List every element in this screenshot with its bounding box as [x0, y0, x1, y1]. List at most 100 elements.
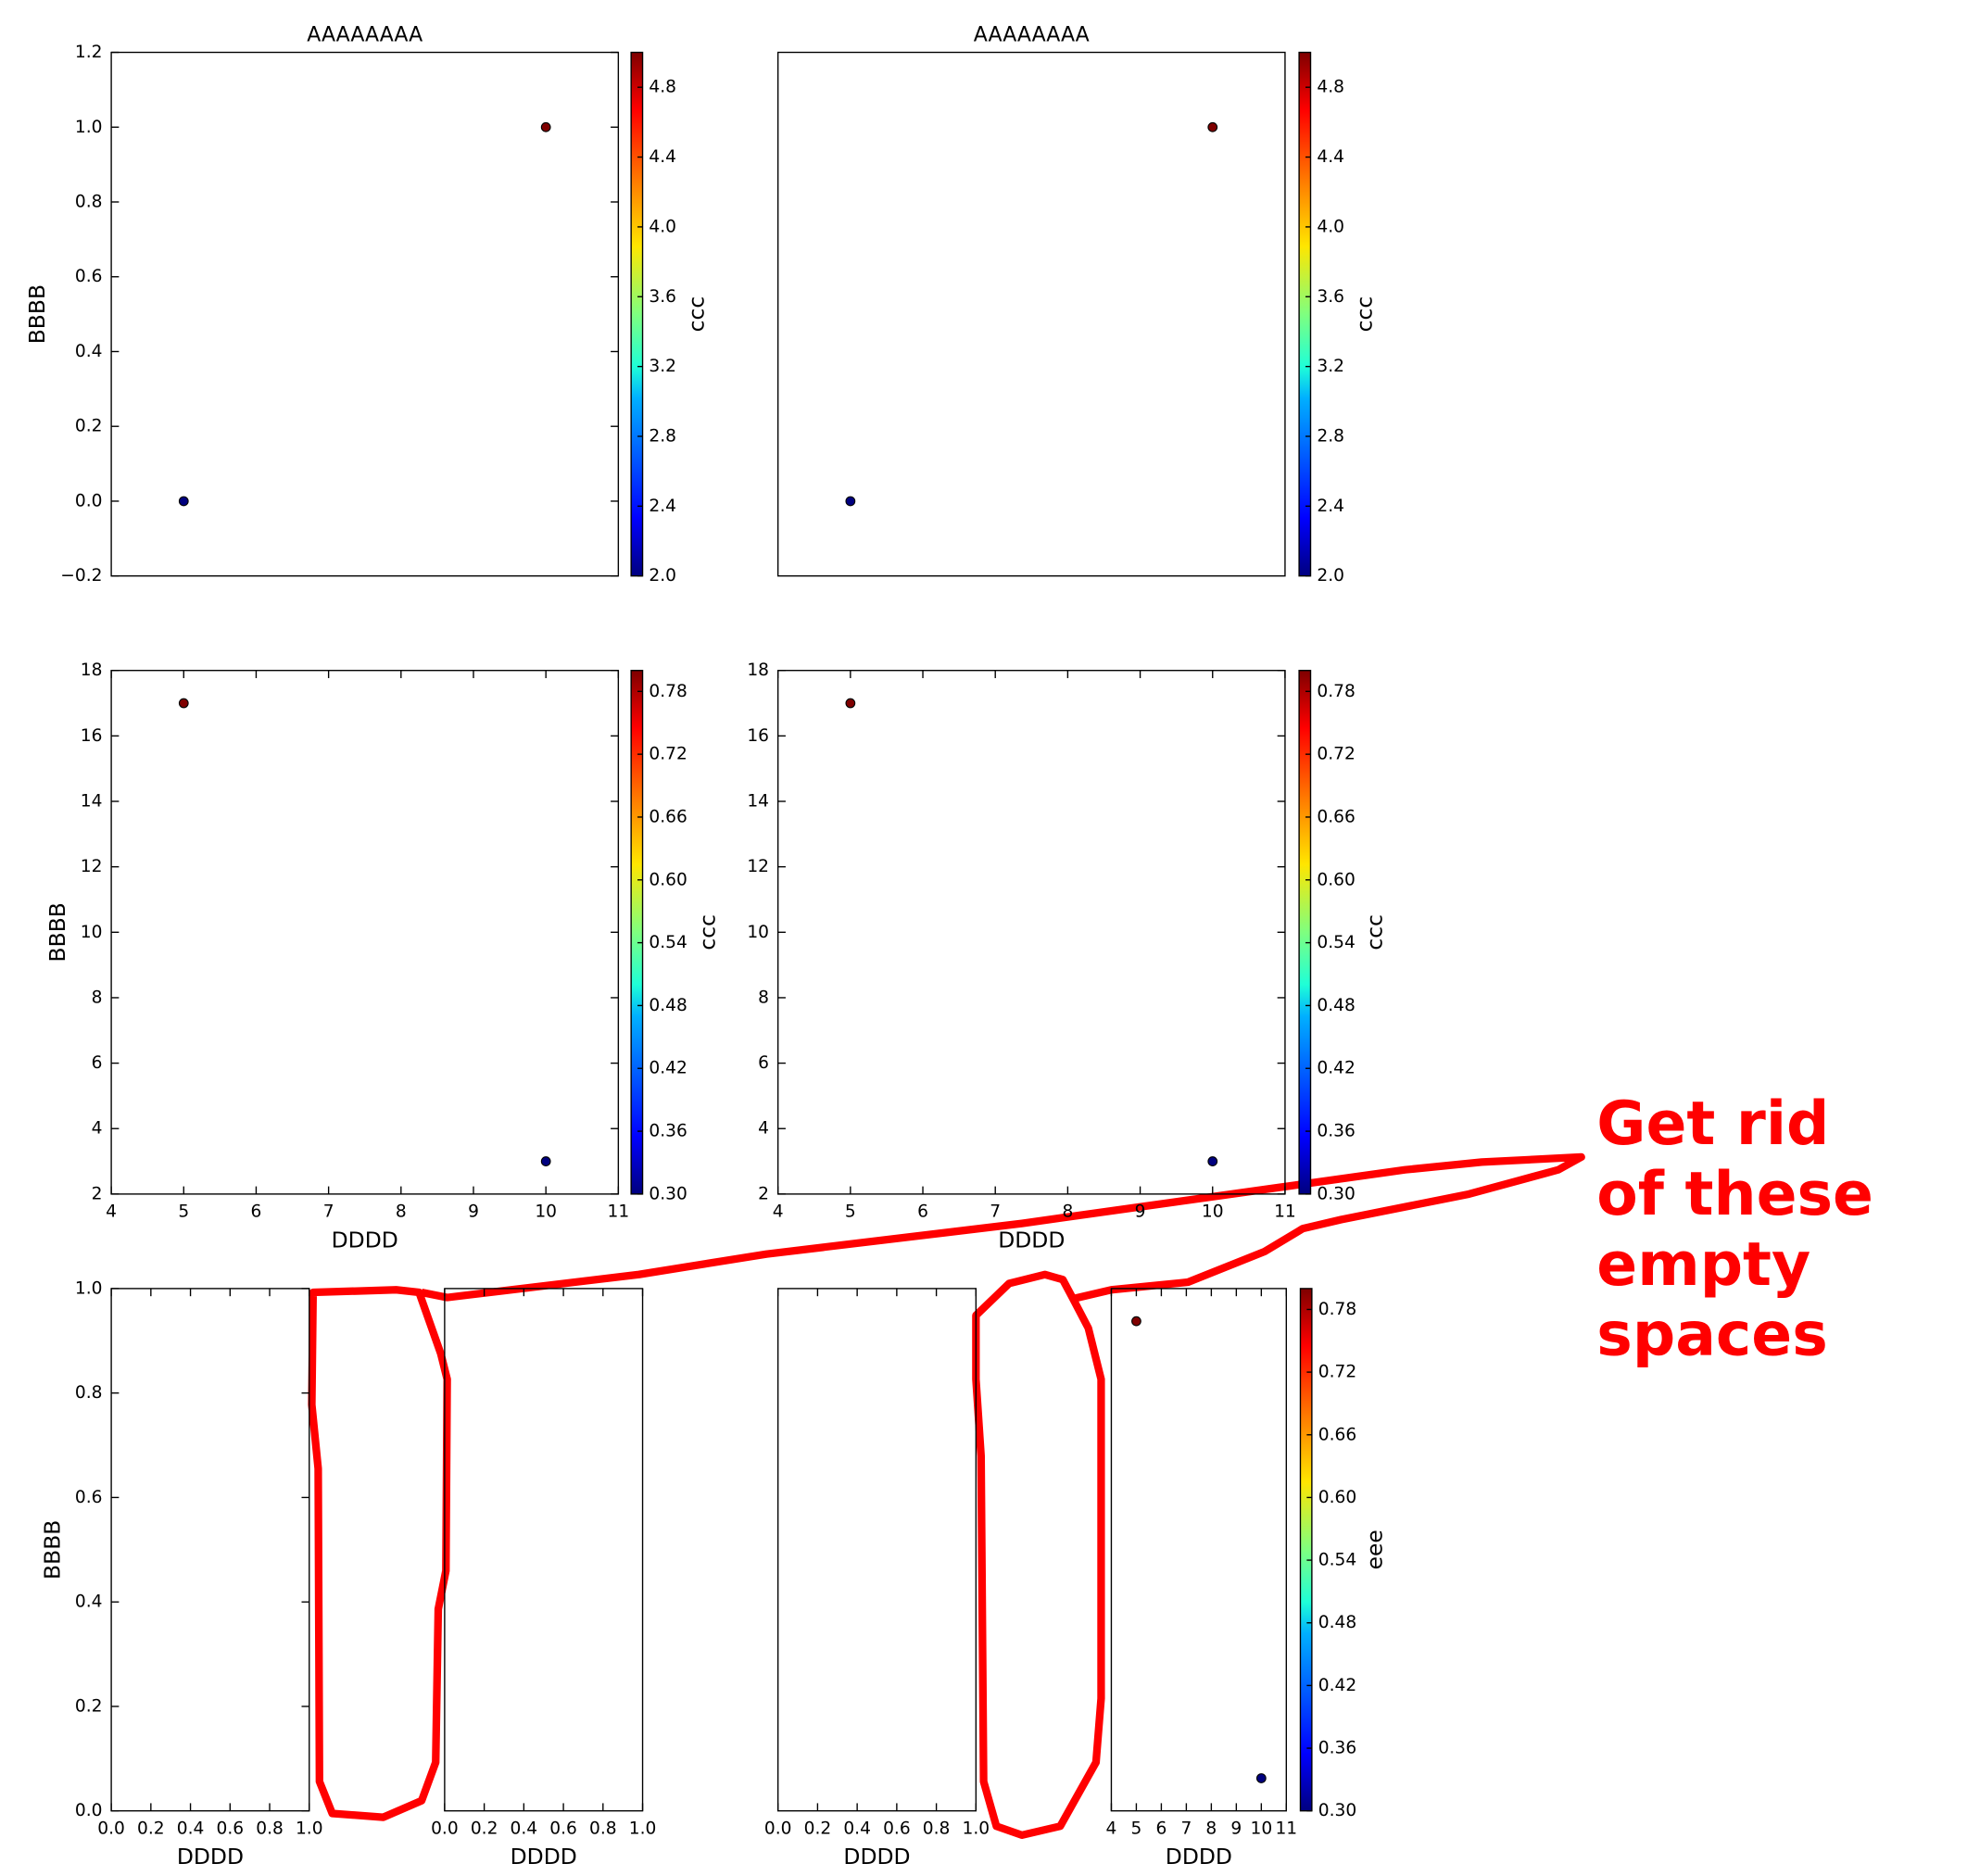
x-tick-label: 0.8	[589, 1819, 617, 1838]
x-tick-label: 6	[251, 1202, 262, 1222]
x-tick-label: 4	[1106, 1819, 1117, 1838]
y-tick-label: 10	[747, 923, 769, 942]
x-tick-label: 4	[773, 1202, 784, 1222]
x-tick-label: 0.2	[137, 1819, 165, 1838]
scribble	[308, 1152, 1585, 1840]
colorbar-tick-label: 0.36	[1318, 1739, 1356, 1758]
x-tick-label: 0.2	[804, 1819, 832, 1838]
colorbar-tick-label: 4.8	[1317, 78, 1344, 97]
colorbar-tick-label: 4.4	[649, 147, 676, 167]
colorbar-tick-label: 2.8	[1317, 426, 1344, 446]
y-tick-label: 0.4	[75, 1593, 103, 1612]
point	[178, 496, 189, 507]
colorbar-tick-label: 0.30	[649, 1184, 687, 1203]
x-tick-label: 1.0	[629, 1819, 657, 1838]
colorbar-tick-label: 0.54	[1317, 933, 1355, 952]
y-tick-label: 16	[747, 726, 769, 746]
colorbar	[1298, 670, 1312, 1195]
annotation: of these	[1596, 1160, 1873, 1229]
colorbar-tick-label: 0.48	[649, 996, 687, 1015]
axes-frame	[444, 1288, 644, 1812]
x-tick-label: 5	[845, 1202, 856, 1222]
x-tick-label: 0.2	[471, 1819, 498, 1838]
x-tick-label: 0.4	[177, 1819, 205, 1838]
axes-frame	[776, 51, 1286, 577]
colorbar-tick-label: 0.66	[649, 807, 687, 826]
x-tick-label: 10	[1250, 1819, 1272, 1838]
colorbar-tick-label: 3.6	[649, 287, 676, 307]
colorbar	[1298, 51, 1312, 577]
x-axis-label: DDDD	[998, 1227, 1065, 1253]
colorbar-tick-label: 0.78	[649, 682, 687, 701]
x-tick-label: 7	[990, 1202, 1001, 1222]
colorbar-tick-label: 0.54	[649, 933, 687, 952]
y-tick-label: 12	[81, 857, 103, 876]
x-tick-label: 6	[1155, 1819, 1167, 1838]
axes-title: AAAAAAAA	[307, 24, 422, 47]
y-tick-label: 1.0	[75, 1278, 103, 1298]
colorbar-tick-label: 4.0	[649, 217, 676, 236]
y-tick-label: 18	[81, 661, 103, 680]
annotation: empty	[1596, 1230, 1810, 1300]
x-tick-label: 10	[1202, 1202, 1224, 1222]
y-tick-label: 8	[92, 988, 103, 1007]
colorbar	[630, 670, 644, 1195]
colorbar-tick-label: 4.4	[1317, 147, 1344, 167]
x-tick-label: 5	[178, 1202, 189, 1222]
point	[1255, 1773, 1267, 1783]
x-tick-label: 6	[917, 1202, 928, 1222]
colorbar-tick-label: 0.42	[649, 1059, 687, 1078]
y-tick-label: 10	[81, 923, 103, 942]
y-axis-label: BBBB	[40, 1520, 66, 1580]
axes-frame	[110, 51, 620, 577]
colorbar-tick-label: 0.36	[1317, 1122, 1355, 1141]
colorbar-tick-label: 0.48	[1318, 1613, 1356, 1632]
x-tick-label: 11	[1275, 1819, 1297, 1838]
x-tick-label: 0.6	[549, 1819, 577, 1838]
x-tick-label: 8	[1062, 1202, 1073, 1222]
colorbar-tick-label: 0.42	[1317, 1059, 1355, 1078]
colorbar-tick-label: 2.0	[649, 566, 676, 585]
point	[845, 496, 856, 507]
annotation: Get rid	[1596, 1089, 1829, 1159]
axes-frame	[110, 670, 620, 1195]
x-tick-label: 4	[106, 1202, 117, 1222]
colorbar-tick-label: 2.0	[1317, 566, 1344, 585]
colorbar-tick-label: 0.72	[1318, 1363, 1356, 1382]
colorbar-tick-label: 0.78	[1317, 682, 1355, 701]
y-tick-label: 1.2	[75, 43, 103, 62]
colorbar-label: ccc	[695, 914, 721, 951]
y-tick-label: 0.4	[75, 342, 103, 361]
axes-frame	[1110, 1288, 1287, 1812]
colorbar-tick-label: 3.2	[1317, 357, 1344, 376]
colorbar-tick-label: 0.60	[1317, 870, 1355, 889]
y-tick-label: 0.0	[75, 491, 103, 510]
x-tick-label: 10	[535, 1202, 557, 1222]
x-tick-label: 5	[1131, 1819, 1142, 1838]
colorbar-tick-label: 4.0	[1317, 217, 1344, 236]
point	[178, 698, 189, 709]
point	[845, 698, 856, 709]
colorbar-tick-label: 0.30	[1317, 1184, 1355, 1203]
y-tick-label: 4	[758, 1119, 769, 1139]
y-tick-label: 12	[747, 857, 769, 876]
colorbar-label: ccc	[1351, 296, 1377, 333]
colorbar-tick-label: 3.2	[649, 357, 676, 376]
y-tick-label: 0.2	[75, 417, 103, 436]
colorbar-label: eee	[1361, 1530, 1387, 1569]
x-tick-label: 0.0	[764, 1819, 792, 1838]
x-tick-label: 11	[1274, 1202, 1296, 1222]
y-tick-label: 1.0	[75, 118, 103, 137]
x-tick-label: 0.0	[97, 1819, 125, 1838]
axes-title: AAAAAAAA	[974, 24, 1090, 47]
x-tick-label: 0.4	[843, 1819, 871, 1838]
y-tick-label: 0.6	[75, 267, 103, 286]
x-tick-label: 0.8	[256, 1819, 284, 1838]
y-tick-label: 18	[747, 661, 769, 680]
annotation: spaces	[1596, 1301, 1827, 1370]
point	[1207, 121, 1218, 132]
colorbar-tick-label: 0.30	[1318, 1801, 1356, 1820]
y-tick-label: 8	[758, 988, 769, 1007]
colorbar-tick-label: 0.72	[1317, 745, 1355, 764]
